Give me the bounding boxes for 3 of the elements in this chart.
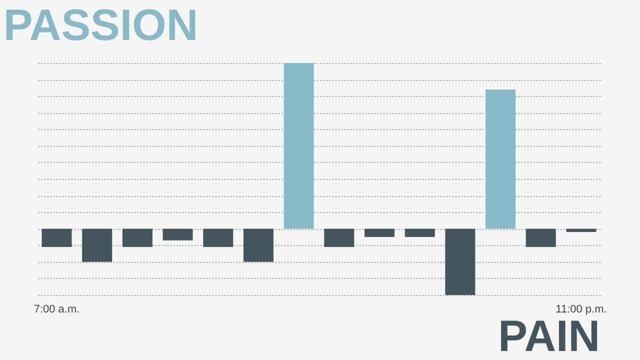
x-tick-label: 11:00 p.m.: [556, 304, 607, 316]
chart-title: PASSION: [3, 1, 198, 50]
x-tick-label: 7:00 a.m.: [34, 304, 80, 316]
